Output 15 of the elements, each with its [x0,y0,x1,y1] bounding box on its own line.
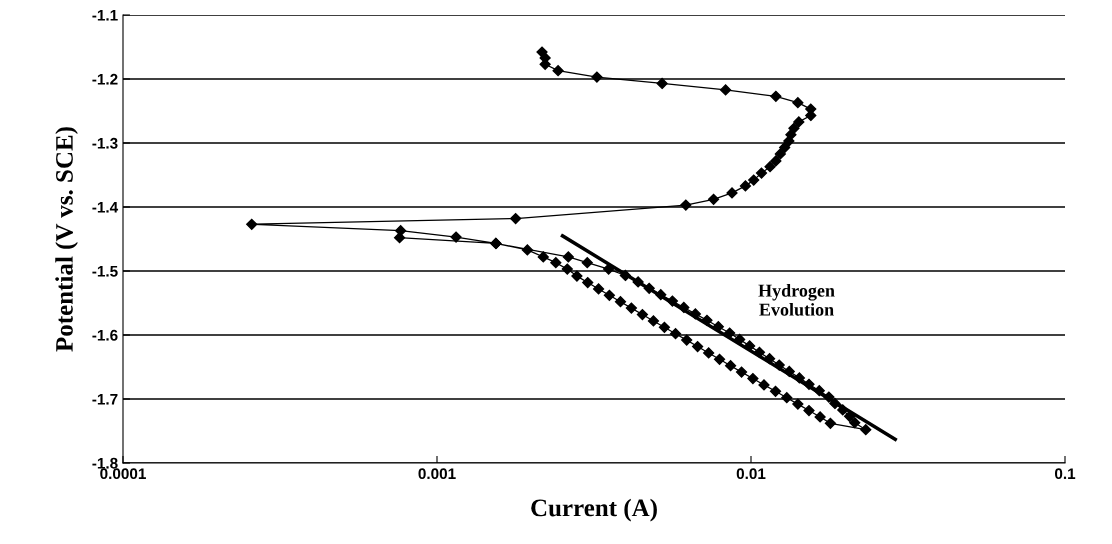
y-tick-label: -1.3 [92,137,118,149]
x-axis-title: Current (A) [531,498,657,522]
y-tick-label: -1.2 [92,73,118,85]
y-tick-label: -1.8 [92,457,118,469]
y-tick-label: -1.6 [92,329,118,341]
y-tick-label: -1.5 [92,266,118,277]
y-tick-label: -1.4 [92,202,119,213]
y-tick-label: -1.1 [92,10,118,21]
y-axis-title: Potential (V vs. SCE) [55,127,78,352]
x-tick-label: 0.01 [736,468,766,480]
y-tick-label: -1.7 [92,394,118,405]
x-tick-label: 0.0001 [100,468,146,480]
annotation: Hydrogen Evolution [758,284,835,316]
x-tick-label: 0.001 [418,468,456,480]
x-tick-label: 0.1 [1054,468,1076,480]
